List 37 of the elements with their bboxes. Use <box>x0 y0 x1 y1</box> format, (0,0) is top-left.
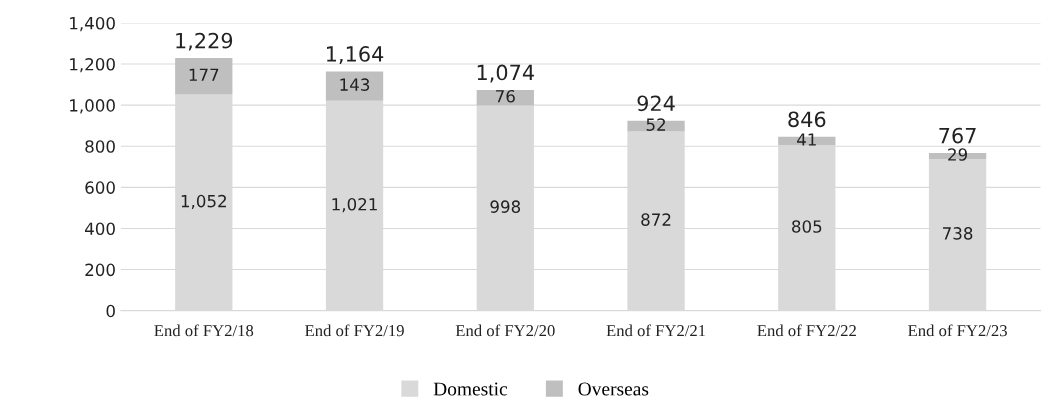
x-tick-label: End of FY2/22 <box>757 324 856 337</box>
y-tick-label: 0 <box>106 304 115 318</box>
y-tick-label: 400 <box>85 222 115 236</box>
data-label: 76 <box>496 89 515 103</box>
total-label: 1,229 <box>176 32 233 51</box>
data-label: 41 <box>797 133 816 146</box>
legend-label: Overseas <box>578 382 649 396</box>
bar <box>476 89 534 106</box>
data-label: 1,052 <box>181 194 226 210</box>
x-tick-label: End of FY2/20 <box>455 324 555 337</box>
x-tick-label: End of FY2/18 <box>154 324 254 337</box>
x-tick-label: End of FY2/19 <box>305 324 404 337</box>
x-tick-label: End of FY2/23 <box>908 324 1007 337</box>
data-label: 1,021 <box>332 197 377 213</box>
y-tick-label: 1,000 <box>70 99 115 114</box>
total-label: 846 <box>788 111 826 128</box>
total-label: 1,164 <box>327 46 384 64</box>
bar <box>325 71 384 101</box>
total-label: 1,074 <box>477 64 534 83</box>
data-label: 998 <box>490 200 521 213</box>
total-label: 767 <box>939 127 976 144</box>
y-tick-label: 600 <box>85 181 115 194</box>
total-label: 924 <box>637 95 675 112</box>
y-tick-label: 1,200 <box>70 58 115 73</box>
y-tick-label: 1,400 <box>70 16 115 32</box>
legend-label: Domestic <box>433 382 508 396</box>
data-label: 738 <box>943 227 973 240</box>
data-label: 52 <box>646 118 665 131</box>
bar <box>175 58 233 95</box>
data-label: 29 <box>948 148 968 161</box>
data-label: 805 <box>792 220 822 233</box>
y-tick-label: 200 <box>85 263 115 277</box>
data-label: 143 <box>340 78 370 91</box>
y-tick-label: 800 <box>85 140 115 153</box>
data-label: 872 <box>641 213 671 226</box>
data-label: 177 <box>189 68 219 81</box>
x-tick-label: End of FY2/21 <box>606 324 706 337</box>
